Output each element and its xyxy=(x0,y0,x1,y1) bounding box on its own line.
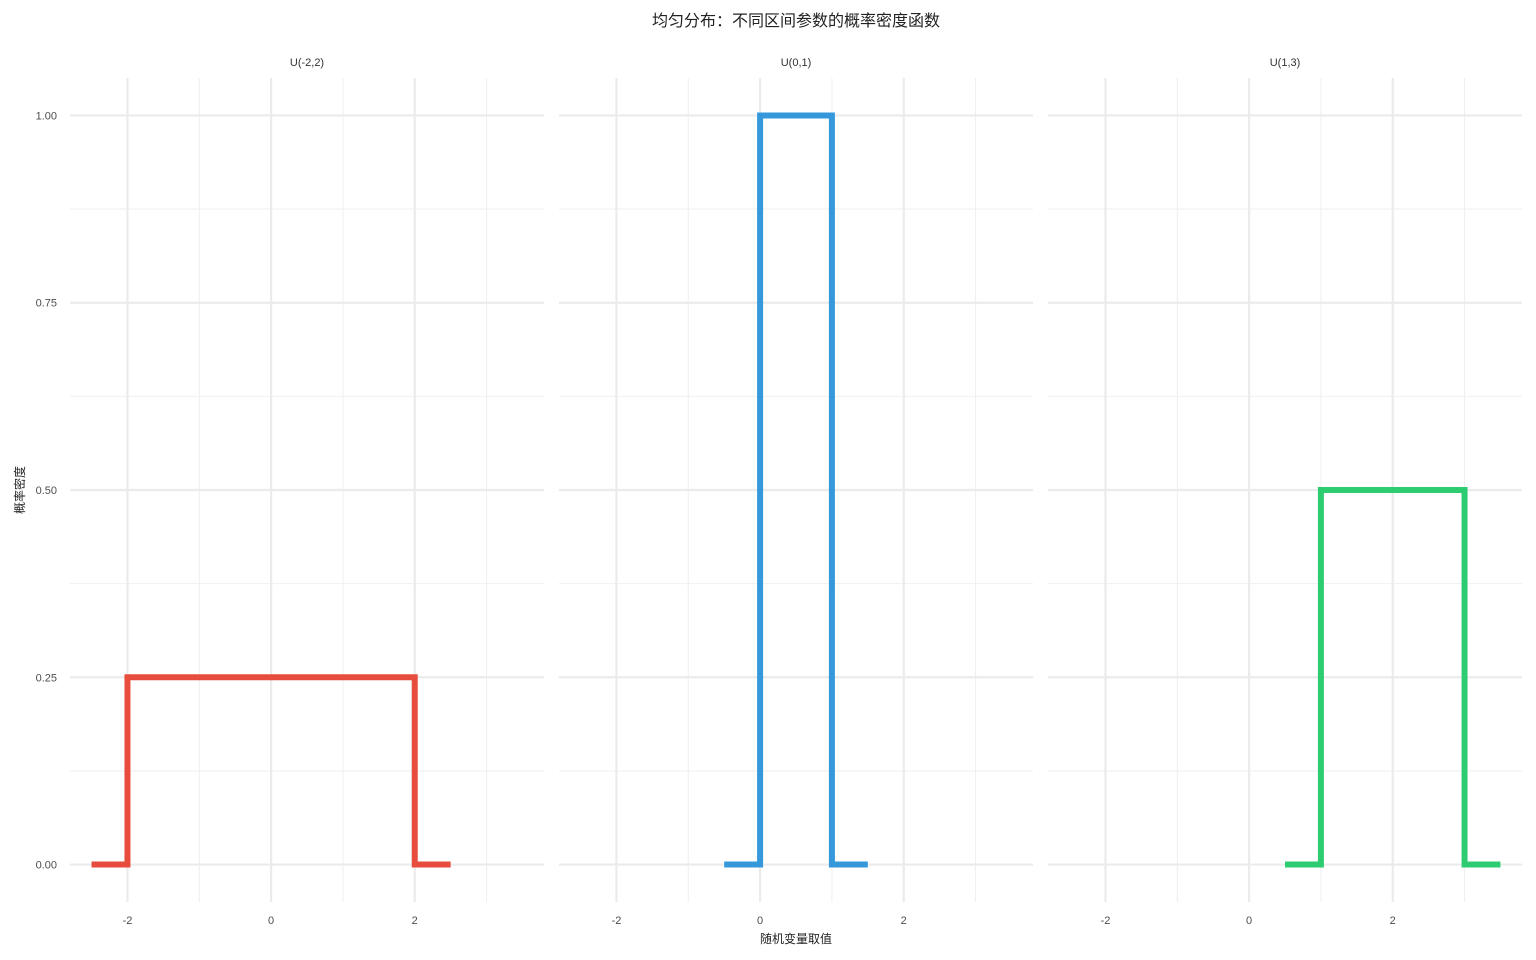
x-tick-label: 0 xyxy=(1246,915,1252,927)
density-line xyxy=(724,112,868,868)
facet-strip-label: U(0,1) xyxy=(781,57,812,69)
x-tick-label: -2 xyxy=(612,915,622,927)
y-tick-label: 0.75 xyxy=(36,298,57,310)
y-tick-label: 1.00 xyxy=(36,110,57,122)
facets-layer: U(-2,2) -2 0 2 0.00 0.25 0.50 0.75 1.00 U(0,1) -2 0… xyxy=(36,57,1522,927)
facet-panel: U(0,1) -2 0 2 xyxy=(559,57,1033,927)
x-tick-label: -2 xyxy=(123,915,133,927)
y-tick-label: 0.00 xyxy=(36,860,57,872)
facet-panel: U(-2,2) -2 0 2 0.00 0.25 0.50 0.75 1.00 xyxy=(36,57,544,927)
facet-panel: U(1,3) -2 0 2 xyxy=(1048,57,1522,927)
density-line xyxy=(1285,487,1501,868)
x-tick-label: 2 xyxy=(412,915,418,927)
x-axis-label: 随机变量取值 xyxy=(760,931,832,946)
x-tick-label: 2 xyxy=(901,915,907,927)
x-tick-label: 2 xyxy=(1390,915,1396,927)
density-line xyxy=(91,674,451,868)
facet-strip-label: U(-2,2) xyxy=(290,57,324,69)
y-tick-label: 0.50 xyxy=(36,485,57,497)
x-tick-label: 0 xyxy=(757,915,763,927)
y-axis-label: 概率密度 xyxy=(12,466,27,514)
x-tick-label: -2 xyxy=(1101,915,1111,927)
facet-strip-label: U(1,3) xyxy=(1270,57,1301,69)
x-tick-label: 0 xyxy=(268,915,274,927)
chart-title: 均匀分布：不同区间参数的概率密度函数 xyxy=(652,11,940,30)
y-tick-label: 0.25 xyxy=(36,672,57,684)
